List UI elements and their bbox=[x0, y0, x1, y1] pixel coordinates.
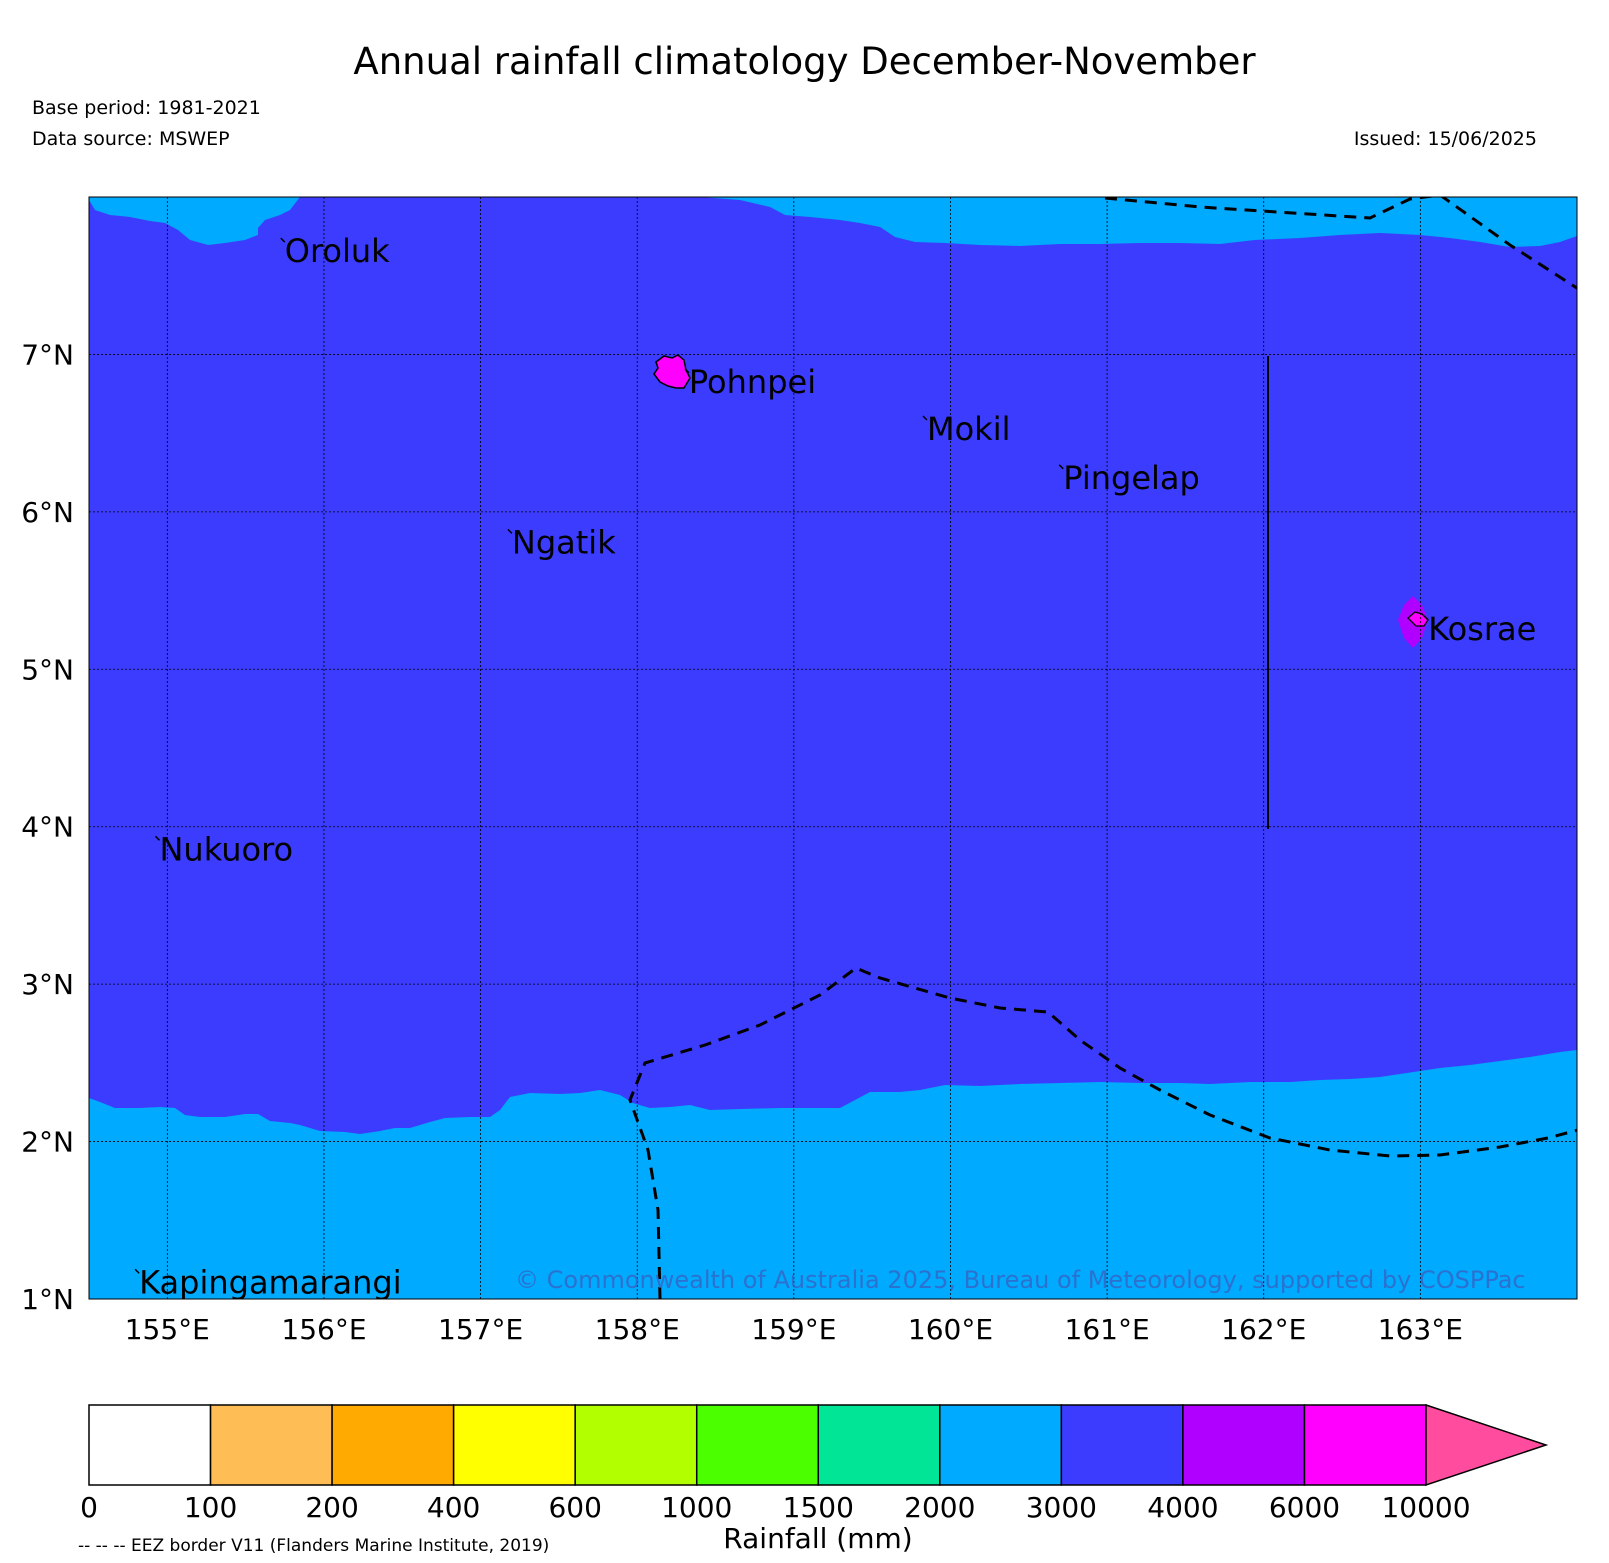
colorbar-tick-label: 600 bbox=[548, 1491, 601, 1524]
lon-tick-label: 155°E bbox=[125, 1313, 210, 1346]
colorbar-tick-label: 200 bbox=[305, 1491, 358, 1524]
credit-text: © Commonwealth of Australia 2025, Bureau… bbox=[515, 1266, 1526, 1294]
place-label: Nukuoro bbox=[159, 830, 293, 868]
colorbar-tick-label: 6000 bbox=[1269, 1491, 1340, 1524]
colorbar-tick-label: 1500 bbox=[783, 1491, 854, 1524]
pohnpei-island bbox=[653, 354, 691, 389]
place-marker bbox=[1058, 464, 1064, 470]
lat-tick-label: 7°N bbox=[21, 338, 74, 371]
place-marker bbox=[1423, 615, 1429, 621]
place-marker bbox=[507, 528, 513, 534]
colorbar-tick-label: 1000 bbox=[661, 1491, 732, 1524]
colorbar-swatch bbox=[1182, 1404, 1306, 1486]
colorbar-swatch bbox=[695, 1404, 820, 1486]
colorbar-extend-arrow bbox=[1425, 1403, 1549, 1487]
place-label: Pingelap bbox=[1063, 459, 1200, 497]
place-marker bbox=[922, 415, 928, 421]
place-label: Ngatik bbox=[512, 523, 616, 561]
place-label: Kapingamarangi bbox=[139, 1263, 401, 1301]
map-area: Oroluk Pohnpei Mokil Pingelap Ngatik Kosrae Nu… bbox=[89, 197, 1577, 1301]
colorbar-swatch bbox=[574, 1404, 698, 1486]
place-label: Kosrae bbox=[1428, 610, 1536, 648]
colorbar-swatch bbox=[817, 1404, 941, 1486]
colorbar-swatch bbox=[1060, 1404, 1184, 1486]
lat-tick-label: 5°N bbox=[21, 653, 74, 686]
lon-tick-label: 156°E bbox=[281, 1313, 366, 1346]
colorbar-swatch bbox=[331, 1404, 455, 1486]
base-period: Base period: 1981-2021 bbox=[32, 97, 261, 119]
axis-labels: 155°E 156°E 157°E 158°E 159°E 160°E 161°E 162°E… bbox=[21, 338, 1463, 1346]
colorbar-swatch bbox=[939, 1404, 1063, 1486]
colorbar-tick-label: 100 bbox=[184, 1491, 237, 1524]
colorbar-tick-label: 4000 bbox=[1147, 1491, 1218, 1524]
place-label: Pohnpei bbox=[689, 363, 816, 401]
lat-tick-label: 4°N bbox=[21, 811, 74, 844]
colorbar-tick-label: 0 bbox=[80, 1491, 98, 1524]
colorbar-tick-label: 3000 bbox=[1026, 1491, 1097, 1524]
lon-tick-label: 161°E bbox=[1065, 1313, 1150, 1346]
lat-tick-label: 1°N bbox=[21, 1283, 74, 1316]
eez-border-north bbox=[1104, 197, 1577, 290]
colorbar-tick-label: 2000 bbox=[904, 1491, 975, 1524]
place-marker bbox=[280, 237, 286, 243]
map-title: Annual rainfall climatology December-Nov… bbox=[353, 40, 1256, 83]
colorbar-swatch bbox=[452, 1404, 576, 1486]
lon-tick-label: 162°E bbox=[1221, 1313, 1306, 1346]
lon-tick-label: 163°E bbox=[1378, 1313, 1463, 1346]
eez-legend-note: -- -- -- EEZ border V11 (Flanders Marine… bbox=[78, 1536, 550, 1556]
colorbar: 0 100 200 400 600 1000 1500 2000 3000 4000 6000 100… bbox=[80, 1403, 1549, 1555]
issued-date: Issued: 15/06/2025 bbox=[1353, 128, 1537, 150]
colorbar-tick-label: 10000 bbox=[1381, 1491, 1470, 1524]
lon-tick-label: 159°E bbox=[751, 1313, 836, 1346]
place-label: Oroluk bbox=[285, 232, 390, 270]
eez-borders bbox=[628, 197, 1577, 1299]
lat-tick-label: 6°N bbox=[21, 496, 74, 529]
lon-tick-label: 160°E bbox=[908, 1313, 993, 1346]
data-source: Data source: MSWEP bbox=[32, 128, 230, 150]
map-frame bbox=[88, 196, 1578, 1300]
colorbar-swatch bbox=[88, 1404, 212, 1486]
place-label: Mokil bbox=[927, 410, 1011, 448]
eez-border-south bbox=[628, 966, 1577, 1299]
place-marker bbox=[684, 368, 690, 374]
rainfall-band-north-2000-3000 bbox=[89, 197, 1577, 247]
lat-tick-label: 2°N bbox=[21, 1126, 74, 1159]
lat-tick-label: 3°N bbox=[21, 968, 74, 1001]
colorbar-label: Rainfall (mm) bbox=[723, 1522, 912, 1555]
colorbar-tick-label: 400 bbox=[427, 1491, 480, 1524]
place-marker bbox=[154, 835, 161, 841]
lon-tick-label: 157°E bbox=[438, 1313, 523, 1346]
colorbar-swatch bbox=[209, 1404, 333, 1486]
place-marker bbox=[134, 1268, 140, 1274]
lon-tick-label: 158°E bbox=[595, 1313, 680, 1346]
place-labels: Oroluk Pohnpei Mokil Pingelap Ngatik Kosrae Nu… bbox=[134, 232, 1536, 1301]
colorbar-swatch bbox=[1303, 1404, 1427, 1486]
